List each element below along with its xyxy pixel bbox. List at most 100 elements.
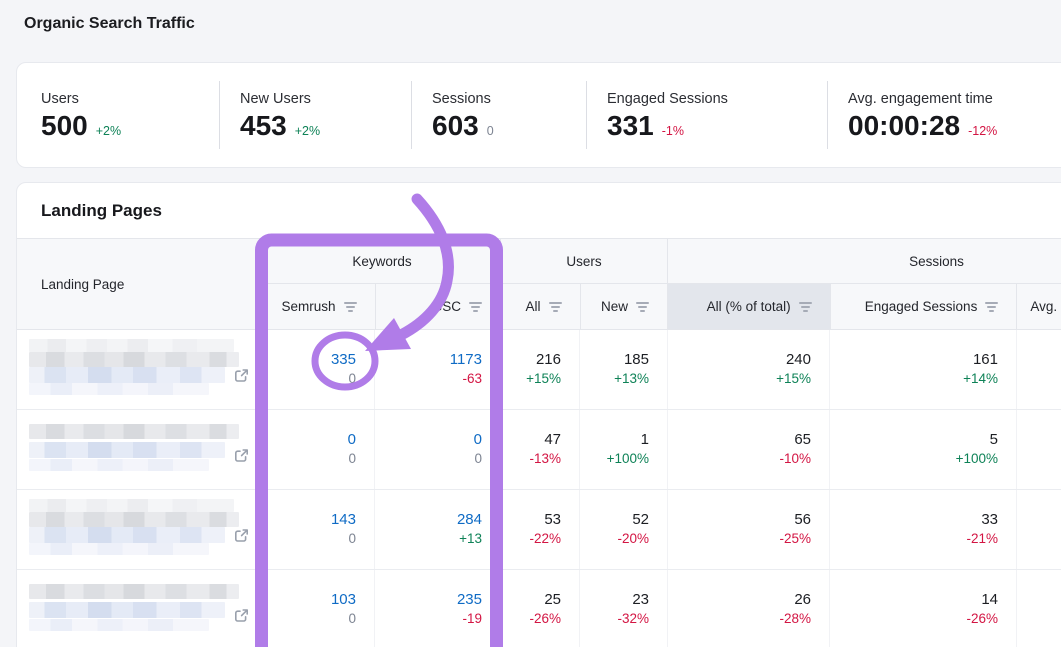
users-all-cell: 25 -26% <box>500 570 579 647</box>
landing-pages-card: Landing Pages Landing Page Keywords Semr… <box>16 182 1061 647</box>
delta: -25% <box>779 531 811 547</box>
column-header-label: All <box>525 299 541 314</box>
kpi-value: 331 <box>607 109 654 141</box>
users-all-cell: 216 +15% <box>500 330 579 409</box>
external-link-icon[interactable] <box>233 367 250 384</box>
column-header-sessions-all-pct[interactable]: All (% of total) <box>668 284 830 329</box>
landing-page-url-redacted <box>29 459 209 471</box>
gsc-keywords-link[interactable]: 235 <box>456 590 482 608</box>
landing-page-url-redacted <box>29 512 239 527</box>
gsc-keywords-link[interactable]: 1173 <box>449 350 482 368</box>
value: 240 <box>785 350 811 368</box>
users-all-cell: 53 -22% <box>500 490 579 569</box>
column-header-label: GSC <box>431 299 461 314</box>
users-new-cell: 1 +100% <box>579 410 667 489</box>
delta: -63 <box>462 371 482 387</box>
delta: +15% <box>526 371 561 387</box>
value: 56 <box>794 510 811 528</box>
column-header-avg[interactable]: Avg. <box>1016 284 1061 329</box>
column-header-landing-page: Landing Page <box>41 276 125 292</box>
value: 23 <box>632 590 649 608</box>
group-label-sessions: Sessions <box>909 253 964 269</box>
column-header-users-all[interactable]: All <box>501 284 580 329</box>
semrush-keywords-cell: 335 0 <box>263 330 374 409</box>
delta: +13% <box>614 371 649 387</box>
landing-page-url-redacted <box>29 499 234 512</box>
semrush-keywords-link[interactable]: 103 <box>330 590 356 608</box>
kpi-label: Avg. engagement time <box>848 90 993 107</box>
gsc-keywords-cell: 0 0 <box>374 410 500 489</box>
sort-icon[interactable] <box>985 301 999 312</box>
delta: -13% <box>529 451 561 467</box>
column-header-users-new[interactable]: New <box>579 284 667 329</box>
kpi-label: Sessions <box>432 90 491 107</box>
kpi-delta: +2% <box>294 123 321 138</box>
sort-icon[interactable] <box>343 301 357 312</box>
sort-icon[interactable] <box>636 301 649 312</box>
landing-page-cell <box>17 490 263 569</box>
sessions-all-cell: 240 +15% <box>667 330 829 409</box>
delta: -26% <box>966 611 998 627</box>
kpi-avg-engagement-time: Avg. engagement time 00:00:28 -12% <box>827 81 1061 149</box>
delta: 0 <box>474 451 482 467</box>
column-header-gsc[interactable]: GSC <box>374 284 500 329</box>
delta: 0 <box>348 531 356 547</box>
landing-page-url-redacted <box>29 424 239 439</box>
table-row: 103 0 235 -19 25 -26% 23 -32% 26 -28% 14… <box>17 570 1061 647</box>
gsc-keywords-link[interactable]: 0 <box>473 430 482 448</box>
kpi-label: Engaged Sessions <box>607 90 728 107</box>
semrush-keywords-cell: 0 0 <box>263 410 374 489</box>
gsc-keywords-link[interactable]: 284 <box>456 510 482 528</box>
table-header: Landing Page Keywords Semrush GSC Users <box>17 238 1061 330</box>
kpi-sessions: Sessions 603 0 <box>411 81 586 149</box>
semrush-keywords-link[interactable]: 0 <box>347 430 356 448</box>
landing-page-url-redacted <box>29 383 209 395</box>
column-group-sessions: Sessions All (% of total) Engaged Sessio… <box>667 239 1061 329</box>
delta: -32% <box>617 611 649 627</box>
external-link-icon[interactable] <box>233 447 250 464</box>
delta: -10% <box>779 451 811 467</box>
value: 26 <box>794 590 811 608</box>
landing-page-url-redacted <box>29 339 234 352</box>
column-header-label: All (% of total) <box>706 299 791 314</box>
sort-icon[interactable] <box>469 301 482 312</box>
column-header-engaged-sessions[interactable]: Engaged Sessions <box>829 284 1017 329</box>
users-new-cell: 52 -20% <box>579 490 667 569</box>
sort-icon[interactable] <box>798 301 812 312</box>
kpi-label: New Users <box>240 90 311 107</box>
value: 53 <box>544 510 561 528</box>
group-label-users: Users <box>566 253 602 269</box>
semrush-keywords-cell: 103 0 <box>263 570 374 647</box>
landing-page-cell <box>17 410 263 489</box>
delta: +14% <box>963 371 998 387</box>
external-link-icon[interactable] <box>233 607 250 624</box>
engaged-sessions-cell: 5 +100% <box>829 410 1016 489</box>
gsc-keywords-cell: 235 -19 <box>374 570 500 647</box>
page-title: Organic Search Traffic <box>24 15 195 32</box>
external-link-icon[interactable] <box>233 527 250 544</box>
kpi-value: 00:00:28 <box>848 109 961 141</box>
engaged-sessions-cell: 33 -21% <box>829 490 1016 569</box>
kpi-value: 603 <box>432 109 479 141</box>
value: 25 <box>544 590 561 608</box>
group-label-keywords: Keywords <box>352 253 412 269</box>
gsc-keywords-cell: 284 +13 <box>374 490 500 569</box>
sort-icon[interactable] <box>548 301 562 312</box>
semrush-keywords-cell: 143 0 <box>263 490 374 569</box>
landing-page-url-redacted <box>29 442 225 458</box>
landing-page-url-redacted <box>29 352 239 367</box>
kpi-summary-card: Users 500 +2% New Users 453 +2% Sessions… <box>16 62 1061 168</box>
column-header-label: Engaged Sessions <box>864 299 978 314</box>
delta: +100% <box>606 451 649 467</box>
column-header-semrush[interactable]: Semrush <box>264 284 375 329</box>
value: 185 <box>623 350 649 368</box>
delta: -26% <box>529 611 561 627</box>
delta: -20% <box>617 531 649 547</box>
value: 5 <box>989 430 998 448</box>
gsc-keywords-cell: 1173 -63 <box>374 330 500 409</box>
delta: +100% <box>955 451 998 467</box>
semrush-keywords-link[interactable]: 335 <box>330 350 356 368</box>
semrush-keywords-link[interactable]: 143 <box>330 510 356 528</box>
table-row: 335 0 1173 -63 216 +15% 185 +13% 240 +15… <box>17 330 1061 410</box>
